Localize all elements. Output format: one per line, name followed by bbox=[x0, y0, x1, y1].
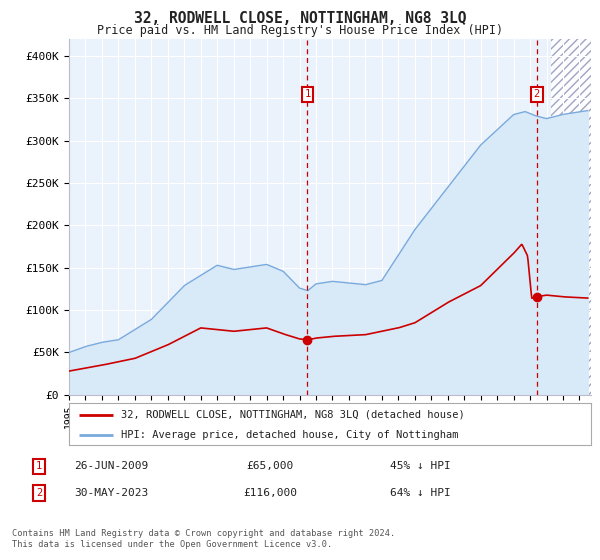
Text: £116,000: £116,000 bbox=[243, 488, 297, 498]
Text: 2: 2 bbox=[533, 89, 540, 99]
Text: 1: 1 bbox=[36, 461, 42, 472]
Text: 45% ↓ HPI: 45% ↓ HPI bbox=[389, 461, 451, 472]
Text: Contains HM Land Registry data © Crown copyright and database right 2024.
This d: Contains HM Land Registry data © Crown c… bbox=[12, 529, 395, 549]
Text: 30-MAY-2023: 30-MAY-2023 bbox=[74, 488, 148, 498]
Bar bbox=[551, 39, 591, 395]
Text: 32, RODWELL CLOSE, NOTTINGHAM, NG8 3LQ (detached house): 32, RODWELL CLOSE, NOTTINGHAM, NG8 3LQ (… bbox=[121, 410, 465, 420]
Text: 64% ↓ HPI: 64% ↓ HPI bbox=[389, 488, 451, 498]
Text: 2: 2 bbox=[36, 488, 42, 498]
Text: 26-JUN-2009: 26-JUN-2009 bbox=[74, 461, 148, 472]
Text: 1: 1 bbox=[304, 89, 311, 99]
Text: HPI: Average price, detached house, City of Nottingham: HPI: Average price, detached house, City… bbox=[121, 430, 459, 440]
Text: 32, RODWELL CLOSE, NOTTINGHAM, NG8 3LQ: 32, RODWELL CLOSE, NOTTINGHAM, NG8 3LQ bbox=[134, 11, 466, 26]
Text: £65,000: £65,000 bbox=[247, 461, 293, 472]
Text: Price paid vs. HM Land Registry's House Price Index (HPI): Price paid vs. HM Land Registry's House … bbox=[97, 24, 503, 37]
